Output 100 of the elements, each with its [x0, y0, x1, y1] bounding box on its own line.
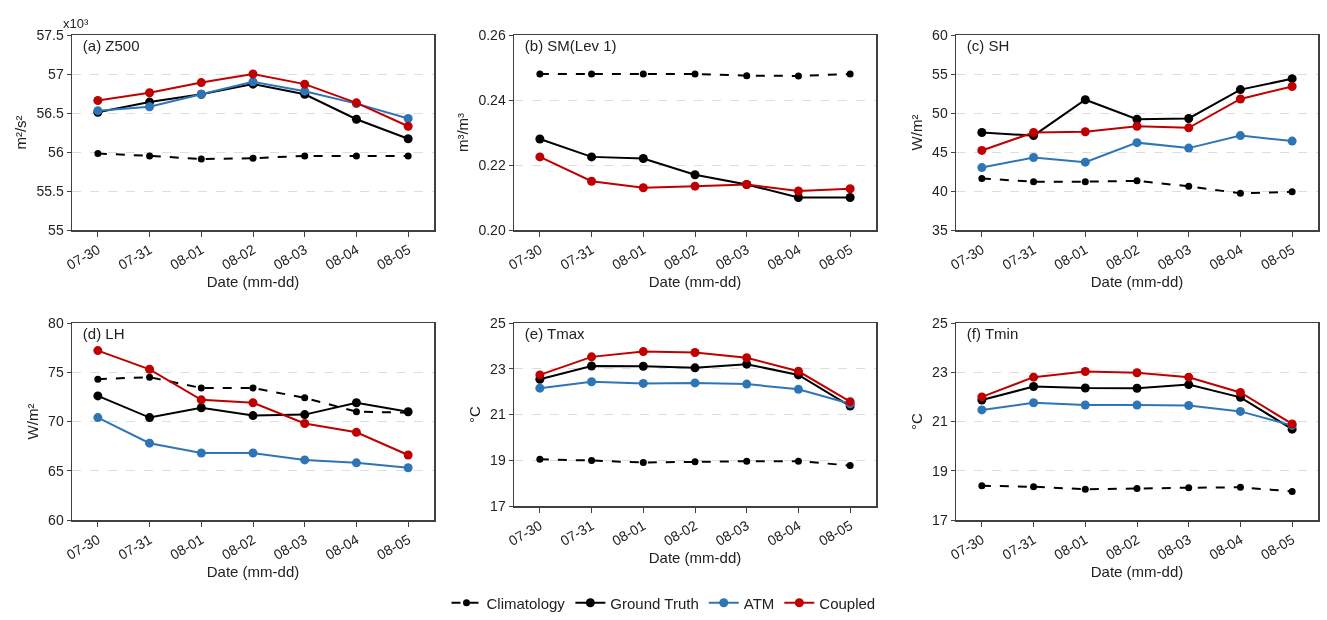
y-tick-label: 70	[48, 413, 64, 430]
point	[403, 113, 413, 123]
y-tick-label: 21	[932, 413, 948, 430]
point	[404, 152, 412, 160]
point	[977, 128, 987, 137]
y-tick-label: 57.5	[36, 26, 64, 43]
x-axis-title: Date (mm-dd)	[1090, 272, 1184, 290]
point	[690, 348, 700, 358]
y-tick-label: 23	[490, 360, 506, 377]
chart-title: (b) SM(Lev 1)	[524, 37, 617, 55]
point	[793, 366, 803, 376]
point	[691, 458, 699, 466]
point	[690, 181, 700, 191]
point	[352, 408, 360, 416]
point	[1080, 157, 1090, 167]
y-tick-label: 19	[932, 462, 948, 479]
point	[639, 459, 647, 467]
y-tick-label: 50	[932, 104, 948, 121]
point	[249, 384, 257, 392]
point	[639, 70, 647, 78]
point	[197, 155, 205, 163]
x-axis-title: Date (mm-dd)	[1090, 562, 1184, 580]
y-axis-title: °C	[907, 412, 925, 430]
point	[1132, 383, 1142, 393]
point	[977, 405, 987, 415]
point	[638, 183, 648, 193]
point	[1185, 182, 1193, 190]
point	[638, 154, 648, 163]
point	[94, 375, 102, 383]
chart-title: (e) Tmax	[524, 324, 586, 342]
y-tick-label: 56	[48, 143, 64, 160]
point	[690, 170, 700, 180]
point	[845, 184, 855, 194]
point	[977, 163, 987, 173]
point	[1080, 127, 1090, 137]
point	[638, 361, 648, 371]
point	[145, 438, 155, 448]
y-tick-label: 23	[932, 364, 948, 381]
point	[196, 403, 206, 413]
point	[742, 353, 752, 363]
point	[1081, 178, 1089, 186]
point	[1235, 406, 1245, 416]
point	[793, 384, 803, 394]
point	[1132, 121, 1142, 131]
point	[248, 411, 258, 421]
point	[145, 413, 155, 423]
y-tick-label: 40	[932, 182, 948, 199]
chart-title: (f) Tmin	[966, 325, 1019, 343]
point	[977, 145, 987, 155]
y-tick-label: 21	[490, 406, 506, 423]
point	[845, 193, 855, 202]
point	[588, 456, 596, 464]
point	[1030, 483, 1038, 491]
point	[535, 134, 545, 144]
point	[587, 176, 597, 186]
point	[978, 482, 986, 490]
point	[691, 70, 699, 78]
point	[794, 457, 802, 465]
point	[301, 152, 309, 160]
point	[535, 152, 545, 162]
point	[1080, 95, 1090, 105]
point	[351, 458, 361, 468]
point	[846, 70, 854, 78]
point	[300, 410, 310, 420]
point	[1235, 94, 1245, 104]
point	[196, 78, 206, 88]
point	[93, 346, 103, 356]
point	[300, 79, 310, 89]
point	[1184, 400, 1194, 410]
text: x10³	[63, 16, 89, 31]
y-tick-label: 25	[932, 314, 948, 331]
point	[351, 114, 361, 124]
y-tick-label: 55	[48, 221, 64, 238]
chart-title: (a) Z500	[82, 37, 140, 55]
x-axis-title: Date (mm-dd)	[206, 562, 300, 580]
point	[94, 150, 102, 158]
point	[1288, 487, 1296, 495]
point	[93, 96, 103, 106]
point	[145, 364, 155, 374]
point	[536, 455, 544, 463]
point	[1184, 372, 1194, 382]
point	[1184, 380, 1194, 390]
point	[1133, 484, 1141, 492]
point	[1029, 152, 1039, 162]
point	[638, 378, 648, 388]
point	[535, 383, 545, 393]
point	[1287, 81, 1297, 91]
point	[1133, 177, 1141, 185]
point	[1287, 74, 1297, 84]
chart-title: (c) SH	[966, 37, 1010, 55]
y-tick-label: 0.24	[478, 91, 506, 108]
point	[403, 450, 413, 460]
point	[403, 121, 413, 131]
point	[352, 152, 360, 160]
point	[1080, 400, 1090, 410]
y-axis-title: W/m²	[907, 114, 925, 151]
point	[1030, 178, 1038, 186]
point	[248, 448, 258, 458]
point	[587, 352, 597, 362]
point	[196, 448, 206, 458]
